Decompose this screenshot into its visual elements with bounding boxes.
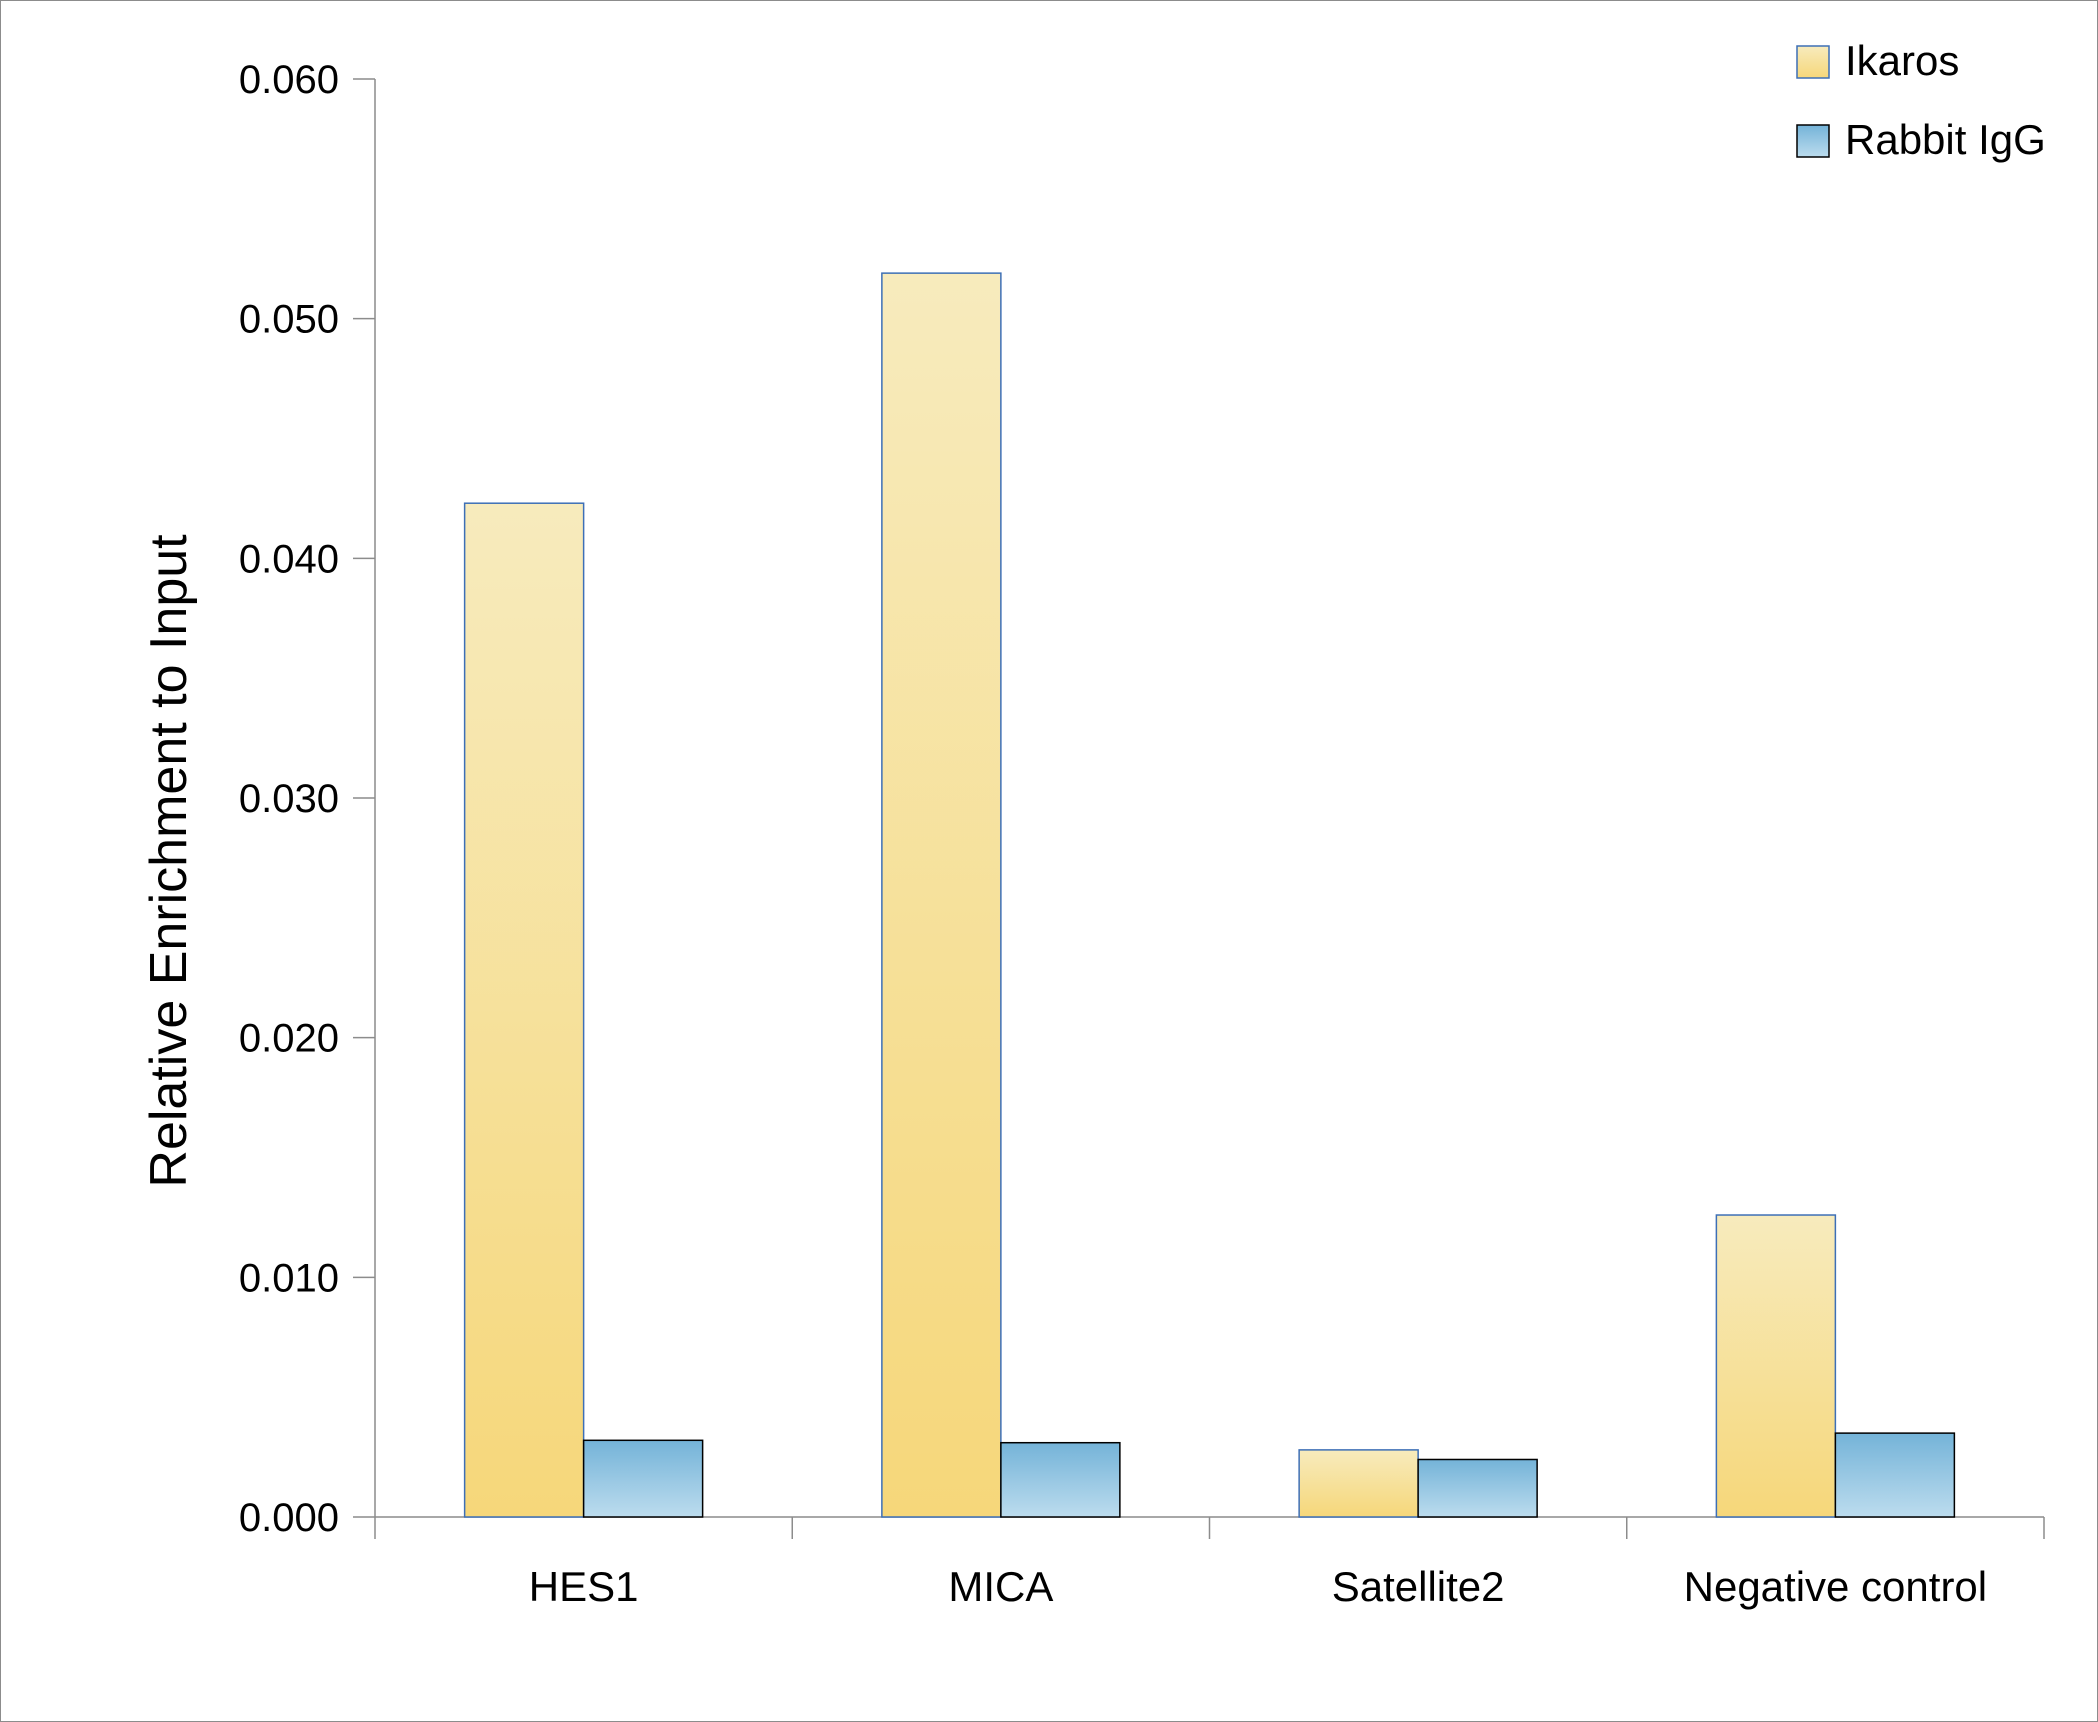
y-tick-label: 0.060 — [239, 58, 339, 102]
y-tick-label: 0.020 — [239, 1017, 339, 1061]
bar-ikaros — [881, 272, 1002, 1518]
x-tick-label: HES1 — [529, 1563, 639, 1610]
legend: Ikaros Rabbit IgG — [1796, 37, 2046, 163]
bar-ikaros — [1298, 1449, 1419, 1518]
legend-label: Rabbit IgG — [1845, 116, 2046, 163]
bar-rabbit-igg — [1000, 1441, 1121, 1518]
x-tick-label: MICA — [948, 1563, 1053, 1610]
bar-rabbit-igg — [1834, 1432, 1956, 1518]
y-tick-label: 0.040 — [239, 537, 339, 581]
x-tick-label: Negative control — [1684, 1563, 1988, 1610]
bar-ikaros — [1715, 1214, 1837, 1518]
axis-labels: 0.000 0.010 0.020 0.030 0.040 0.050 0.060 HES1 M… — [239, 58, 1987, 1610]
y-tick-label: 0.000 — [239, 1496, 339, 1540]
y-tick-label: 0.050 — [239, 298, 339, 342]
y-axis-title: Relative Enrichment to Input — [140, 534, 198, 1188]
bar-rabbit-igg — [582, 1439, 704, 1518]
legend-swatch — [1796, 45, 1830, 79]
y-tick-label: 0.030 — [239, 777, 339, 821]
legend-swatch — [1796, 124, 1830, 158]
x-tick-label: Satellite2 — [1332, 1563, 1505, 1610]
bars — [463, 272, 1956, 1518]
y-tick-label: 0.010 — [239, 1256, 339, 1300]
legend-label: Ikaros — [1845, 37, 1959, 84]
bar-ikaros — [463, 502, 585, 1518]
bar-rabbit-igg — [1417, 1458, 1538, 1518]
